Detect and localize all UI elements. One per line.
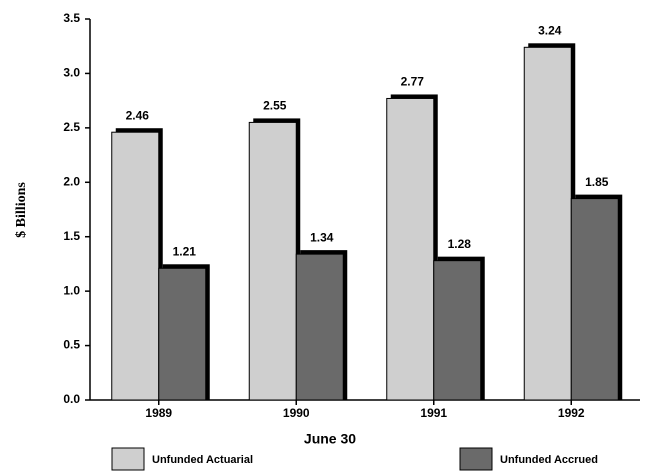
data-label: 1.85 [585, 175, 609, 189]
x-tick-label: 1989 [145, 406, 172, 420]
y-tick-label: 2.0 [63, 174, 80, 188]
data-label: 3.24 [538, 23, 562, 37]
x-tick-label: 1991 [420, 406, 447, 420]
data-label: 2.55 [263, 99, 287, 113]
bar [570, 198, 619, 401]
x-tick-label: 1990 [283, 406, 310, 420]
y-tick-label: 1.5 [63, 229, 80, 243]
y-tick-label: 3.5 [63, 11, 80, 25]
x-axis-label: June 30 [304, 431, 356, 447]
y-tick-label: 2.5 [63, 120, 80, 134]
bar [111, 131, 160, 401]
data-label: 1.21 [173, 244, 197, 258]
y-tick-label: 3.0 [63, 66, 80, 80]
bar [248, 121, 297, 401]
legend-label: Unfunded Accrued [500, 454, 598, 466]
y-tick-label: 0.0 [63, 392, 80, 406]
data-label: 2.46 [126, 108, 150, 122]
y-tick-label: 0.5 [63, 338, 80, 352]
x-tick-label: 1992 [558, 406, 585, 420]
bar [523, 46, 572, 401]
data-label: 1.34 [310, 230, 334, 244]
y-axis-label: $ Billions [14, 182, 29, 238]
bar [386, 97, 435, 401]
legend-swatch [459, 447, 493, 471]
data-label: 2.77 [401, 75, 425, 89]
bar [433, 260, 482, 401]
bar [158, 267, 207, 401]
legend-label: Unfunded Actuarial [152, 454, 253, 466]
y-tick-label: 1.0 [63, 283, 80, 297]
bar [295, 253, 344, 401]
legend-swatch [111, 447, 145, 471]
data-label: 1.28 [448, 237, 472, 251]
